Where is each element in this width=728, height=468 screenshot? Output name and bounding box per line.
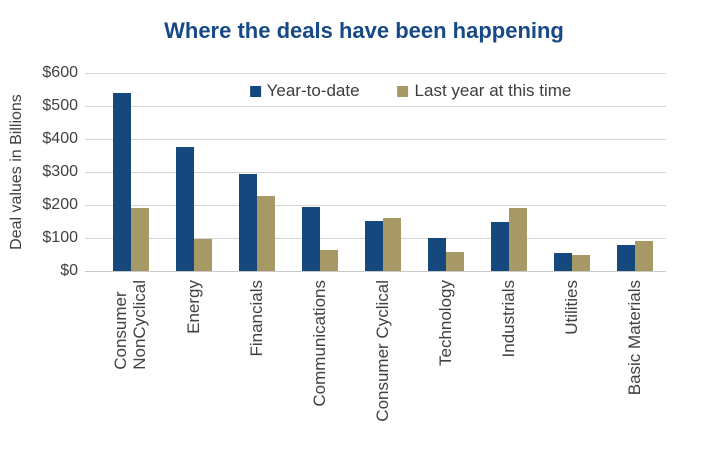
y-axis-tick-label: $0 (60, 262, 78, 279)
gridline (85, 205, 666, 206)
bar-group (351, 218, 414, 271)
gridline (85, 106, 666, 107)
legend-swatch-last-year-icon (397, 85, 409, 97)
plot-area: Year-to-date Last year at this time (85, 73, 666, 272)
bar-last-year-at-this-time (319, 250, 338, 271)
bar-last-year-at-this-time (634, 241, 653, 271)
x-axis-label: Basic Materials (624, 280, 644, 396)
bar-year-to-date (301, 207, 320, 271)
x-axis-label-cell: Consumer Cyclical (351, 280, 414, 465)
x-axis-label: Technology (435, 280, 455, 367)
y-axis-tick-label: $200 (42, 196, 78, 213)
bar-year-to-date (364, 221, 383, 271)
bar-year-to-date (553, 253, 572, 271)
bar-year-to-date (112, 93, 131, 271)
x-axis-label: Communications (309, 280, 329, 407)
bar-group (99, 93, 162, 271)
x-axis-label: Utilities (561, 280, 581, 335)
bar-group (225, 174, 288, 271)
bar-last-year-at-this-time (445, 252, 464, 271)
bar-year-to-date (490, 222, 509, 271)
legend-item-last-year: Last year at this time (397, 81, 572, 101)
bar-year-to-date (175, 147, 194, 271)
y-axis-ticks: $600 $500 $400 $300 $200 $100 $0 (18, 0, 78, 468)
bar-year-to-date (616, 245, 635, 271)
y-axis-tick-label: $600 (42, 64, 78, 81)
x-axis-labels: Consumer NonCyclical Energy Financials Comm… (85, 280, 666, 465)
bar-year-to-date (238, 174, 257, 271)
bar-group (603, 241, 666, 271)
bars-row (85, 73, 666, 271)
x-axis-label: Consumer Cyclical (372, 280, 392, 422)
bar-group (162, 147, 225, 271)
bar-year-to-date (427, 238, 446, 271)
x-axis-label: Financials (246, 280, 266, 357)
x-axis-label-cell: Technology (414, 280, 477, 465)
bar-last-year-at-this-time (571, 255, 590, 271)
legend-swatch-year-to-date-icon (249, 85, 261, 97)
gridline (85, 139, 666, 140)
x-axis-label-cell: Industrials (477, 280, 540, 465)
gridline (85, 172, 666, 173)
y-axis-tick-label: $100 (42, 229, 78, 246)
bar-group (288, 207, 351, 271)
legend: Year-to-date Last year at this time (249, 81, 572, 101)
y-axis-tick-label: $500 (42, 97, 78, 114)
x-axis-label-cell: Consumer NonCyclical (99, 280, 162, 465)
x-axis-label-cell: Financials (225, 280, 288, 465)
legend-label-last-year: Last year at this time (414, 81, 572, 100)
bar-last-year-at-this-time (193, 239, 212, 271)
gridline (85, 73, 666, 74)
bar-group (414, 238, 477, 271)
bar-last-year-at-this-time (508, 208, 527, 271)
x-axis-label: Industrials (498, 280, 518, 358)
x-axis-label-cell: Energy (162, 280, 225, 465)
bar-group (477, 208, 540, 271)
x-axis-label-cell: Basic Materials (603, 280, 666, 465)
chart-title: Where the deals have been happening (164, 18, 564, 43)
y-axis-tick-label: $300 (42, 163, 78, 180)
legend-label-year-to-date: Year-to-date (266, 81, 360, 100)
bar-last-year-at-this-time (130, 208, 149, 271)
x-axis-label: Consumer NonCyclical (111, 280, 150, 370)
bar-group (540, 253, 603, 271)
x-axis-label-cell: Utilities (540, 280, 603, 465)
x-axis-label: Energy (183, 280, 203, 334)
x-axis-label-cell: Communications (288, 280, 351, 465)
y-axis-tick-label: $400 (42, 130, 78, 147)
legend-item-year-to-date: Year-to-date (249, 81, 360, 101)
bar-last-year-at-this-time (256, 196, 275, 271)
bar-last-year-at-this-time (382, 218, 401, 271)
